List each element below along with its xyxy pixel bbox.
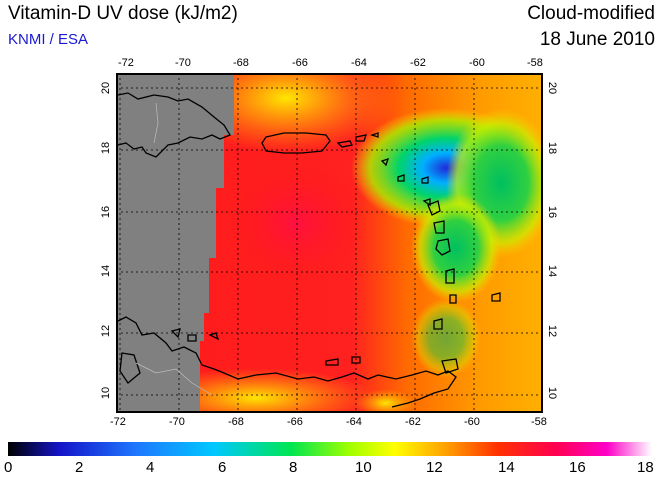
lat-tick-left: 12 [100, 324, 113, 338]
lon-tick-top: -66 [292, 57, 308, 69]
colorbar-label: 16 [569, 459, 586, 476]
dose-patch-hot [226, 163, 366, 283]
lat-tick-right: 12 [546, 324, 559, 338]
cloud-area-low-dose [411, 193, 501, 303]
lon-tick-bottom: -66 [287, 416, 303, 428]
lon-tick-top: -68 [233, 57, 249, 69]
uv-dose-map [116, 73, 543, 413]
coastlines [117, 92, 501, 408]
no-data-region [116, 73, 234, 413]
lat-tick-right: 18 [546, 141, 559, 155]
colorbar-label: 2 [75, 459, 84, 476]
colorbar-label: 0 [4, 459, 13, 476]
lon-tick-bottom: -64 [346, 416, 362, 428]
frame-ticks [116, 73, 543, 413]
lon-tick-bottom: -60 [464, 416, 480, 428]
lon-tick-bottom: -70 [169, 416, 185, 428]
lon-tick-top: -62 [410, 57, 426, 69]
colorbar-label: 6 [218, 459, 227, 476]
colorbar-label: 12 [426, 459, 443, 476]
lon-tick-bottom: -58 [531, 416, 547, 428]
lat-tick-right: 14 [546, 264, 559, 278]
colorbar-label: 10 [355, 459, 372, 476]
lat-tick-left: 16 [100, 205, 113, 219]
lon-tick-top: -70 [175, 57, 191, 69]
lon-tick-top: -64 [351, 57, 367, 69]
lon-tick-top: -60 [469, 57, 485, 69]
colorbar-gradient [8, 442, 652, 456]
lat-tick-right: 20 [546, 81, 559, 95]
map-title: Vitamin-D UV dose (kJ/m2) [8, 3, 238, 24]
cloud-area-low-dose [411, 298, 481, 378]
lon-tick-bottom: -62 [405, 416, 421, 428]
lon-tick-bottom: -72 [110, 416, 126, 428]
colorbar-label: 14 [498, 459, 515, 476]
lon-tick-top: -58 [527, 57, 543, 69]
map-subtitle: KNMI / ESA [8, 31, 89, 48]
colorbar-label: 8 [289, 459, 298, 476]
colorbar-label: 18 [637, 459, 654, 476]
lat-tick-right: 10 [546, 386, 559, 400]
lat-tick-left: 18 [100, 141, 113, 155]
country-borders [135, 102, 213, 396]
date-label: 18 June 2010 [539, 29, 655, 50]
lat-tick-left: 20 [100, 81, 113, 95]
graticule [116, 73, 543, 413]
colorbar-label: 4 [146, 459, 155, 476]
lat-tick-left: 14 [100, 264, 113, 278]
product-label: Cloud-modified [527, 3, 655, 24]
lon-tick-top: -72 [118, 57, 134, 69]
lon-tick-bottom: -68 [228, 416, 244, 428]
colorbar [8, 442, 652, 456]
lat-tick-left: 10 [100, 386, 113, 400]
lat-tick-right: 16 [546, 205, 559, 219]
